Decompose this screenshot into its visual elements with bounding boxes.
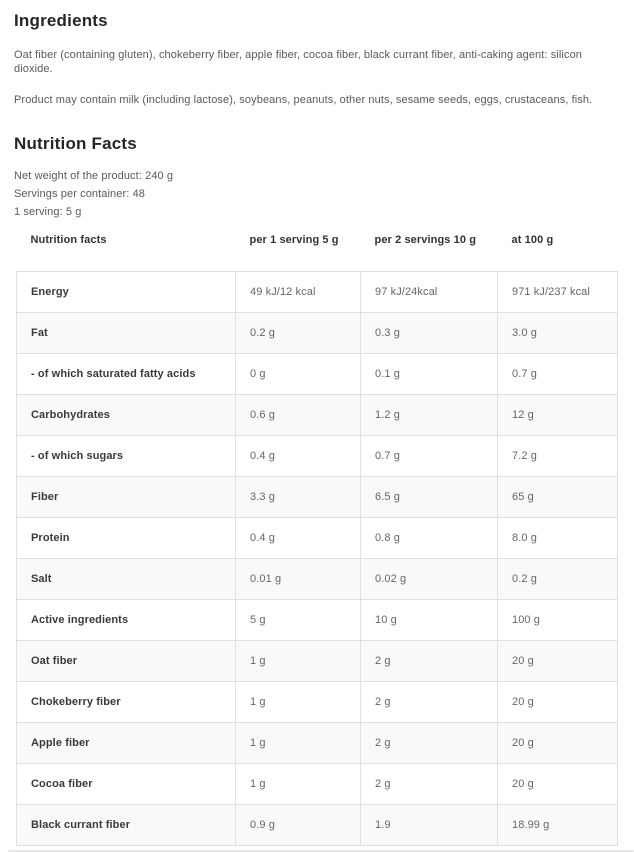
value-per-serving: 0.2 g bbox=[235, 312, 361, 354]
value-per-100g: 18.99 g bbox=[497, 804, 618, 846]
nutrition-table-body: Energy 49 kJ/12 kcal 97 kJ/24kcal 971 kJ… bbox=[16, 271, 618, 846]
value-per-100g: 20 g bbox=[497, 722, 618, 764]
row-label: Apple fiber bbox=[16, 722, 236, 764]
table-row: - of which saturated fatty acids 0 g 0.1… bbox=[16, 353, 618, 395]
value-per-serving: 49 kJ/12 kcal bbox=[235, 271, 361, 313]
serving-info-block: Net weight of the product: 240 g Serving… bbox=[14, 167, 620, 221]
value-per-2-servings: 0.02 g bbox=[360, 558, 498, 600]
nutrition-table: Nutrition facts per 1 serving 5 g per 2 … bbox=[16, 228, 618, 846]
value-per-100g: 65 g bbox=[497, 476, 618, 518]
table-row: Cocoa fiber 1 g 2 g 20 g bbox=[16, 763, 618, 805]
value-per-100g: 20 g bbox=[497, 681, 618, 723]
value-per-2-servings: 0.1 g bbox=[360, 353, 498, 395]
table-row: Salt 0.01 g 0.02 g 0.2 g bbox=[16, 558, 618, 600]
value-per-serving: 0.01 g bbox=[235, 558, 361, 600]
row-label: - of which saturated fatty acids bbox=[16, 353, 236, 395]
value-per-2-servings: 2 g bbox=[360, 681, 498, 723]
row-label: Salt bbox=[16, 558, 236, 600]
nutrition-table-header: Nutrition facts per 1 serving 5 g per 2 … bbox=[16, 228, 618, 272]
row-label: - of which sugars bbox=[16, 435, 236, 477]
serving-size-line: 1 serving: 5 g bbox=[14, 206, 82, 218]
net-weight-line: Net weight of the product: 240 g bbox=[14, 170, 174, 182]
table-row: Apple fiber 1 g 2 g 20 g bbox=[16, 722, 618, 764]
value-per-serving: 5 g bbox=[235, 599, 361, 641]
row-label: Oat fiber bbox=[16, 640, 236, 682]
value-per-serving: 0.4 g bbox=[235, 517, 361, 559]
value-per-2-servings: 6.5 g bbox=[360, 476, 498, 518]
row-label: Active ingredients bbox=[16, 599, 236, 641]
nutrition-facts-heading: Nutrition Facts bbox=[14, 134, 137, 153]
table-row: Chokeberry fiber 1 g 2 g 20 g bbox=[16, 681, 618, 723]
value-per-2-servings: 0.7 g bbox=[360, 435, 498, 477]
table-row: Black currant fiber 0.9 g 1.9 18.99 g bbox=[16, 804, 618, 846]
row-label: Black currant fiber bbox=[16, 804, 236, 846]
table-row: Fat 0.2 g 0.3 g 3.0 g bbox=[16, 312, 618, 354]
value-per-2-servings: 97 kJ/24kcal bbox=[360, 271, 498, 313]
table-row: Protein 0.4 g 0.8 g 8.0 g bbox=[16, 517, 618, 559]
value-per-serving: 1 g bbox=[235, 640, 361, 682]
value-per-100g: 0.2 g bbox=[497, 558, 618, 600]
value-per-2-servings: 0.8 g bbox=[360, 517, 498, 559]
header-gap-row bbox=[16, 252, 618, 272]
value-per-100g: 20 g bbox=[497, 763, 618, 805]
table-row: Fiber 3.3 g 6.5 g 65 g bbox=[16, 476, 618, 518]
value-per-serving: 0.9 g bbox=[235, 804, 361, 846]
value-per-serving: 0.6 g bbox=[235, 394, 361, 436]
value-per-100g: 7.2 g bbox=[497, 435, 618, 477]
header-row: Nutrition facts per 1 serving 5 g per 2 … bbox=[16, 228, 618, 252]
row-label: Fiber bbox=[16, 476, 236, 518]
value-per-100g: 100 g bbox=[497, 599, 618, 641]
table-row: Oat fiber 1 g 2 g 20 g bbox=[16, 640, 618, 682]
value-per-serving: 1 g bbox=[235, 681, 361, 723]
value-per-2-servings: 1.2 g bbox=[360, 394, 498, 436]
row-label: Protein bbox=[16, 517, 236, 559]
row-label: Energy bbox=[16, 271, 236, 313]
value-per-100g: 8.0 g bbox=[497, 517, 618, 559]
value-per-serving: 1 g bbox=[235, 763, 361, 805]
value-per-serving: 1 g bbox=[235, 722, 361, 764]
value-per-serving: 3.3 g bbox=[235, 476, 361, 518]
table-row: Active ingredients 5 g 10 g 100 g bbox=[16, 599, 618, 641]
table-row: - of which sugars 0.4 g 0.7 g 7.2 g bbox=[16, 435, 618, 477]
row-label: Carbohydrates bbox=[16, 394, 236, 436]
value-per-2-servings: 2 g bbox=[360, 722, 498, 764]
value-per-100g: 12 g bbox=[497, 394, 618, 436]
column-header-nutrition-facts: Nutrition facts bbox=[16, 228, 236, 252]
value-per-100g: 3.0 g bbox=[497, 312, 618, 354]
value-per-2-servings: 10 g bbox=[360, 599, 498, 641]
column-header-per-2-servings: per 2 servings 10 g bbox=[360, 228, 498, 252]
value-per-2-servings: 2 g bbox=[360, 640, 498, 682]
value-per-100g: 971 kJ/237 kcal bbox=[497, 271, 618, 313]
table-row: Energy 49 kJ/12 kcal 97 kJ/24kcal 971 kJ… bbox=[16, 271, 618, 313]
value-per-100g: 20 g bbox=[497, 640, 618, 682]
value-per-2-servings: 2 g bbox=[360, 763, 498, 805]
value-per-serving: 0.4 g bbox=[235, 435, 361, 477]
table-row: Carbohydrates 0.6 g 1.2 g 12 g bbox=[16, 394, 618, 436]
column-header-at-100g: at 100 g bbox=[497, 228, 618, 252]
row-label: Cocoa fiber bbox=[16, 763, 236, 805]
ingredients-heading: Ingredients bbox=[14, 11, 108, 30]
row-label: Chokeberry fiber bbox=[16, 681, 236, 723]
ingredients-composition-text: Oat fiber (containing gluten), chokeberr… bbox=[14, 49, 583, 75]
value-per-100g: 0.7 g bbox=[497, 353, 618, 395]
value-per-serving: 0 g bbox=[235, 353, 361, 395]
allergen-warning-text: Product may contain milk (including lact… bbox=[14, 94, 593, 106]
nutrition-table-wrap: Nutrition facts per 1 serving 5 g per 2 … bbox=[16, 228, 620, 846]
value-per-2-servings: 1.9 bbox=[360, 804, 498, 846]
row-label: Fat bbox=[16, 312, 236, 354]
value-per-2-servings: 0.3 g bbox=[360, 312, 498, 354]
servings-per-container-line: Servings per container: 48 bbox=[14, 188, 146, 200]
column-header-per-1-serving: per 1 serving 5 g bbox=[235, 228, 361, 252]
